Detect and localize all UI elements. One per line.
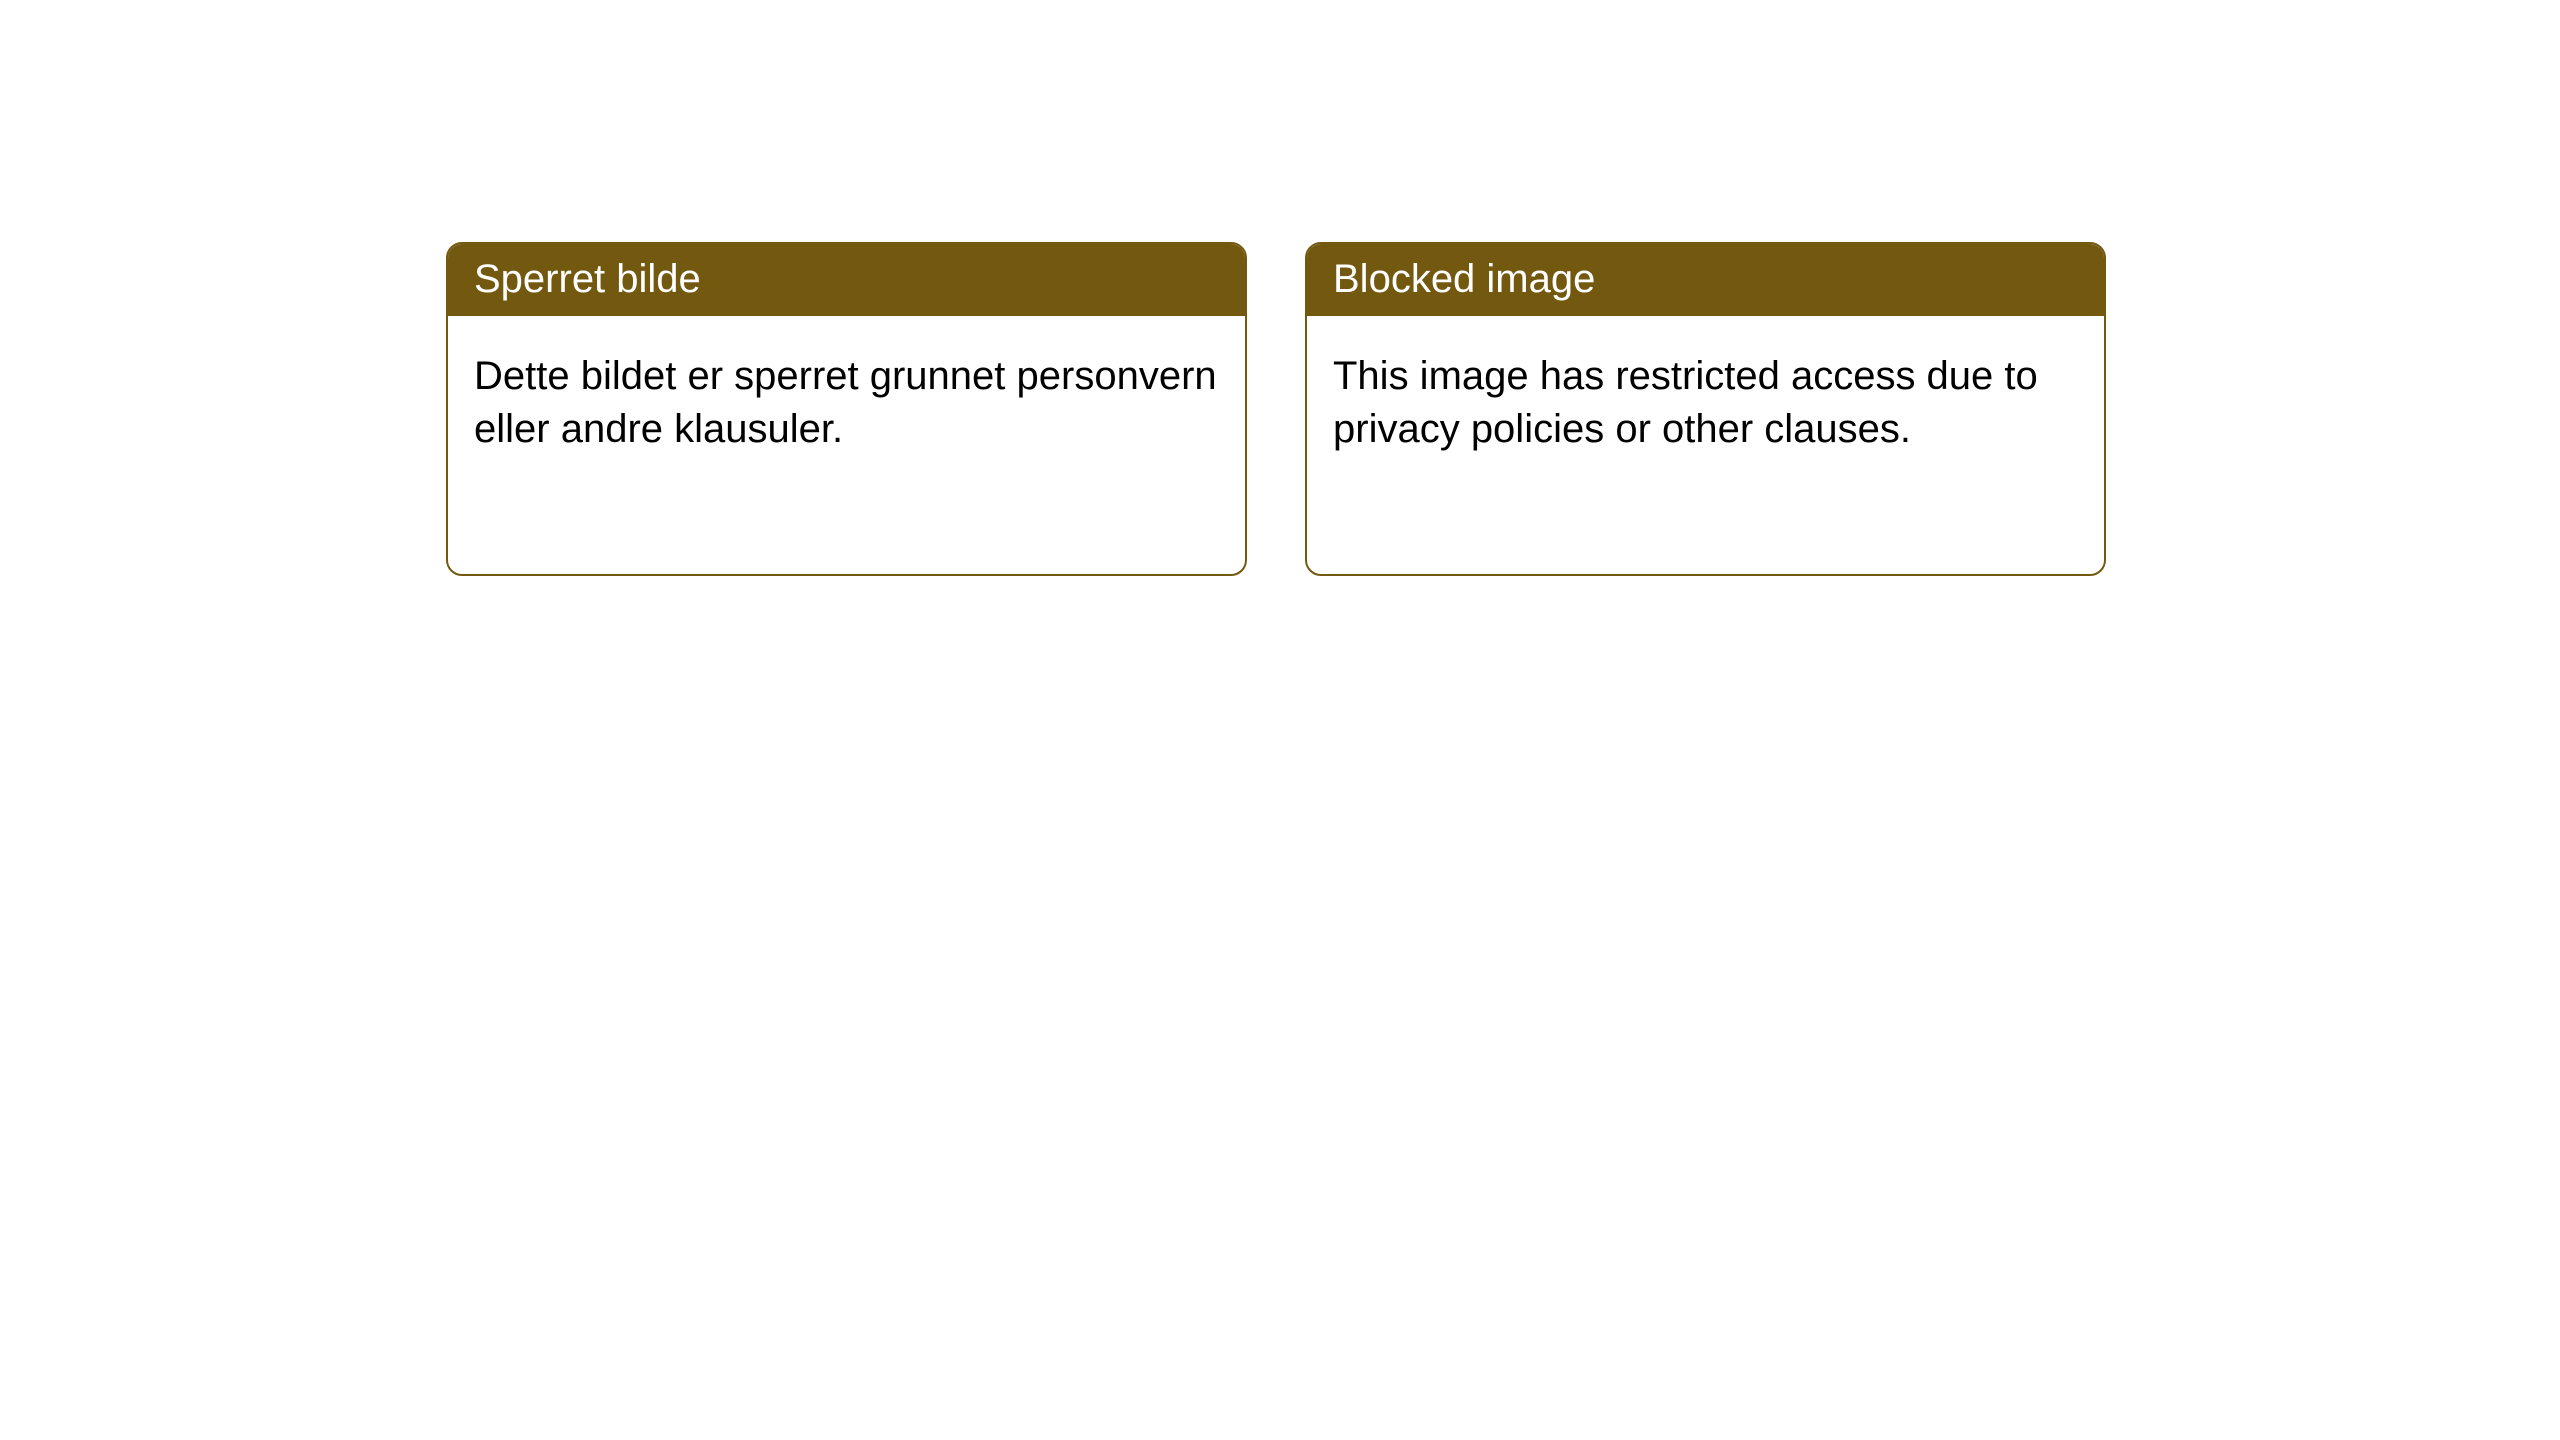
notice-box-norwegian: Sperret bilde Dette bildet er sperret gr…: [446, 242, 1247, 576]
notice-header-english: Blocked image: [1307, 244, 2104, 316]
notice-container: Sperret bilde Dette bildet er sperret gr…: [446, 242, 2106, 576]
notice-body-norwegian: Dette bildet er sperret grunnet personve…: [448, 316, 1245, 482]
notice-body-english: This image has restricted access due to …: [1307, 316, 2104, 482]
notice-text-english: This image has restricted access due to …: [1333, 354, 2038, 451]
notice-header-norwegian: Sperret bilde: [448, 244, 1245, 316]
notice-title-norwegian: Sperret bilde: [474, 257, 701, 301]
notice-text-norwegian: Dette bildet er sperret grunnet personve…: [474, 354, 1217, 451]
notice-box-english: Blocked image This image has restricted …: [1305, 242, 2106, 576]
notice-title-english: Blocked image: [1333, 257, 1595, 301]
